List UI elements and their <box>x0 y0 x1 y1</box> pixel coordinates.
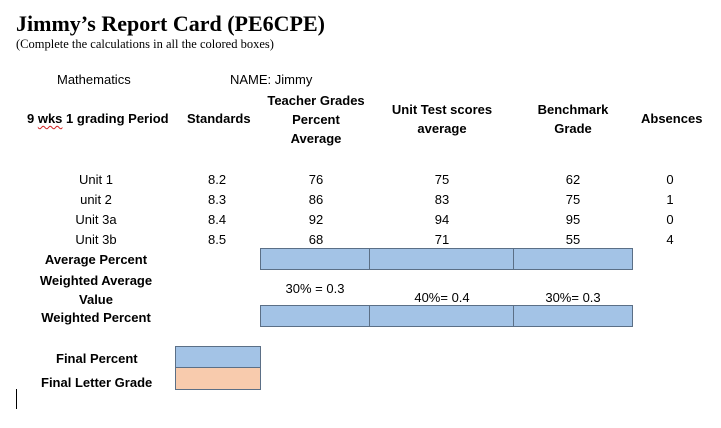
unit-test-weight: 40%= 0.4 <box>414 290 470 305</box>
average-percent-teacher-box[interactable] <box>260 248 370 270</box>
spellcheck-word: wks <box>37 111 63 126</box>
final-percent-label: Final Percent <box>56 351 138 366</box>
benchmark-header: Benchmark Grade <box>537 102 609 136</box>
absences-header: Absences <box>641 111 703 126</box>
absence-count: 0 <box>666 212 674 227</box>
teacher-grade: 92 <box>308 212 324 227</box>
weighted-average-value-label: Weighted Average Value <box>39 273 153 307</box>
unit-test-score: 94 <box>434 212 450 227</box>
instructions-subtitle: (Complete the calculations in all the co… <box>16 37 274 51</box>
average-percent-benchmark-box[interactable] <box>513 248 633 270</box>
unit-test-header: Unit Test scores average <box>391 102 493 136</box>
teacher-grade: 76 <box>308 172 324 187</box>
subject-label: Mathematics <box>57 72 131 87</box>
weighted-percent-teacher-box[interactable] <box>260 305 370 327</box>
weighted-percent-benchmark-box[interactable] <box>513 305 633 327</box>
grading-period-header: 9 wks 1 grading Period <box>27 111 169 126</box>
unit-name: unit 2 <box>80 192 112 207</box>
benchmark-weight: 30%= 0.3 <box>545 290 601 305</box>
unit-test-score: 83 <box>434 192 450 207</box>
standard-value: 8.2 <box>208 172 227 187</box>
student-name-label: NAME: Jimmy <box>230 72 313 87</box>
unit-name: Unit 3a <box>75 212 117 227</box>
absence-count: 0 <box>666 172 674 187</box>
benchmark-grade: 55 <box>565 232 581 247</box>
unit-test-score: 71 <box>434 232 450 247</box>
teacher-grade: 68 <box>308 232 324 247</box>
standard-value: 8.5 <box>208 232 227 247</box>
absence-count: 4 <box>666 232 674 247</box>
benchmark-grade: 62 <box>565 172 581 187</box>
text-cursor <box>16 389 17 409</box>
teacher-weight: 30% = 0.3 <box>285 281 345 296</box>
final-letter-grade-box[interactable] <box>175 367 261 390</box>
standard-value: 8.4 <box>208 212 227 227</box>
weighted-percent-unit-test-box[interactable] <box>369 305 514 327</box>
final-letter-grade-label: Final Letter Grade <box>41 375 153 390</box>
standards-header: Standards <box>187 111 251 126</box>
standard-value: 8.3 <box>208 192 227 207</box>
unit-name: Unit 3b <box>75 232 117 247</box>
benchmark-grade: 75 <box>565 192 581 207</box>
average-percent-label: Average Percent <box>44 252 148 267</box>
teacher-grade: 86 <box>308 192 324 207</box>
final-percent-box[interactable] <box>175 346 261 368</box>
teacher-grades-header: Teacher Grades Percent Average <box>267 93 365 146</box>
weighted-percent-label: Weighted Percent <box>41 310 151 325</box>
average-percent-unit-test-box[interactable] <box>369 248 514 270</box>
benchmark-grade: 95 <box>565 212 581 227</box>
report-card-title: Jimmy’s Report Card (PE6CPE) <box>16 11 325 36</box>
unit-test-score: 75 <box>434 172 450 187</box>
absence-count: 1 <box>666 192 674 207</box>
unit-name: Unit 1 <box>79 172 113 187</box>
